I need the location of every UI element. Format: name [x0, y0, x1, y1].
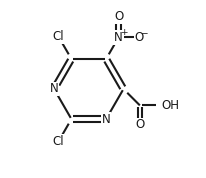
Text: +: +: [120, 28, 127, 37]
Text: O: O: [114, 10, 123, 23]
Text: N: N: [102, 112, 110, 125]
Text: Cl: Cl: [53, 135, 64, 148]
Text: O: O: [135, 31, 144, 44]
Text: OH: OH: [161, 99, 179, 112]
Text: O: O: [135, 118, 144, 131]
Text: N: N: [50, 82, 59, 96]
Text: N: N: [114, 31, 123, 44]
Text: −: −: [140, 28, 148, 37]
Text: Cl: Cl: [53, 30, 64, 43]
